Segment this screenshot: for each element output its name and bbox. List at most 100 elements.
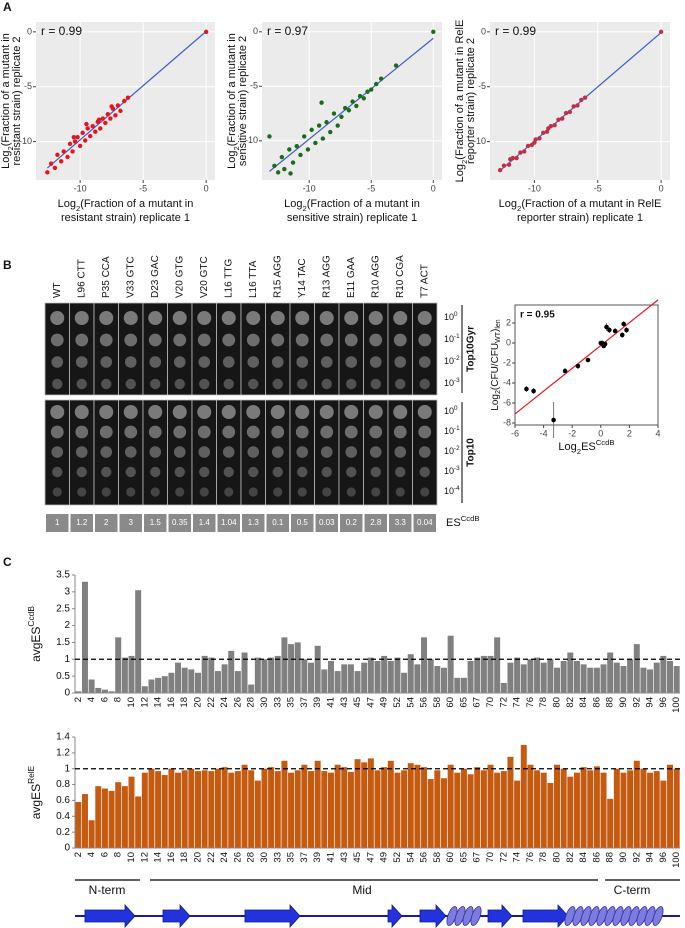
colony-spot <box>369 425 383 439</box>
bar <box>540 772 547 848</box>
label-sub: 2 <box>232 146 241 150</box>
bar <box>241 764 248 848</box>
strain-label: R10 AGG <box>370 255 381 298</box>
x-axis-label: resistant strain) replicate 1 <box>61 212 190 224</box>
colony-spot <box>248 378 259 390</box>
colony-spot <box>393 405 408 419</box>
colony-spot <box>393 311 408 325</box>
annotation: r = 0.99 <box>495 24 536 38</box>
x-tick-label: 92 <box>631 852 642 863</box>
x-tick-label: 33 <box>272 697 283 708</box>
bar <box>620 772 627 848</box>
bar <box>567 652 574 693</box>
label-text: ES <box>581 441 596 453</box>
bar <box>75 691 82 693</box>
bar <box>261 659 268 693</box>
colony-spot <box>418 446 431 458</box>
data-point <box>562 368 568 374</box>
data-point <box>531 388 536 394</box>
colony-spot <box>100 446 113 458</box>
bar <box>520 744 527 848</box>
data-point <box>80 130 85 136</box>
data-point <box>316 123 322 128</box>
y-axis-label: reporter strain) replicate 2 <box>465 38 477 164</box>
x-tick-label: 10 <box>126 697 137 708</box>
y-tick-label: 1.5 <box>56 637 70 648</box>
colony-spot <box>74 405 89 419</box>
es-value: 2.8 <box>370 518 382 527</box>
y-tick-label: 0.4 <box>56 811 70 822</box>
x-tick-label: 35 <box>286 697 297 708</box>
data-point <box>514 155 519 161</box>
bar <box>607 798 614 848</box>
beta-strand <box>387 903 403 928</box>
data-point <box>96 117 102 122</box>
label-text: reporter strain) replicate 1 <box>517 212 643 224</box>
bar <box>454 677 461 693</box>
es-value: 1.5 <box>150 518 162 527</box>
alpha-helix <box>652 906 664 926</box>
bar <box>148 768 155 848</box>
data-point <box>103 120 108 126</box>
bar <box>115 782 122 848</box>
colony-spot <box>99 405 114 419</box>
label-text: resistant strain) replicate 1 <box>61 212 190 224</box>
y-tick-label: -4 <box>503 377 511 387</box>
bar <box>88 679 95 693</box>
bar <box>414 664 421 693</box>
colony-spot <box>297 487 307 497</box>
data-point <box>84 121 89 127</box>
strain-label: V33 GTC <box>125 256 136 298</box>
label-sub: 2 <box>517 204 521 213</box>
dilution-label: 10-3 <box>444 377 460 388</box>
bar <box>221 664 228 693</box>
es-box <box>364 514 387 532</box>
strain-label: L16 TTG <box>223 259 234 298</box>
x-tick-label: 2 <box>73 852 84 857</box>
x-axis-label: Log2(Fraction of a mutant in <box>58 198 194 213</box>
x-tick-label: 24 <box>219 852 230 863</box>
colony-spot <box>322 487 332 497</box>
data-point <box>59 159 64 164</box>
x-tick-label: 0 <box>659 183 664 193</box>
x-tick-label: 30 <box>259 852 270 863</box>
y-axis-label: Log2(Fraction of a mutant in <box>0 33 15 169</box>
x-tick-label: 39 <box>312 697 323 708</box>
colony-spot <box>346 487 356 497</box>
colony-spot <box>197 425 211 439</box>
annotation: r = 0.97 <box>267 24 308 38</box>
colony-spot <box>174 378 185 390</box>
bar <box>281 637 288 693</box>
x-tick-label: 96 <box>658 697 669 708</box>
bar <box>494 772 501 848</box>
bar <box>547 782 554 848</box>
beta-strand <box>244 903 301 928</box>
colony-spot <box>222 446 235 458</box>
data-point <box>313 140 318 146</box>
domain-label: Mid <box>352 883 371 897</box>
bar <box>261 768 268 848</box>
bar <box>494 637 501 693</box>
colony-spot <box>150 466 161 478</box>
colony-spot <box>295 333 309 347</box>
bar <box>361 662 368 693</box>
x-tick-label: 47 <box>365 697 376 708</box>
bar <box>195 672 201 693</box>
x-tick-label: -5 <box>367 183 375 193</box>
data-point <box>556 117 561 122</box>
data-point <box>290 160 296 165</box>
x-tick-label: 18 <box>179 697 190 708</box>
bar <box>81 581 88 693</box>
colony-spot <box>271 356 284 368</box>
alpha-helix <box>470 906 482 926</box>
colony-spot <box>76 466 87 478</box>
y-tick-label: 2.5 <box>56 603 70 614</box>
dilution-exp: -2 <box>454 445 460 452</box>
data-point <box>319 100 324 105</box>
bar <box>241 652 248 693</box>
colony-spot <box>51 356 64 368</box>
data-point <box>532 140 537 145</box>
data-point <box>90 124 95 129</box>
y-axis-label: avgESCcdB <box>26 606 43 662</box>
es-box <box>389 514 412 532</box>
